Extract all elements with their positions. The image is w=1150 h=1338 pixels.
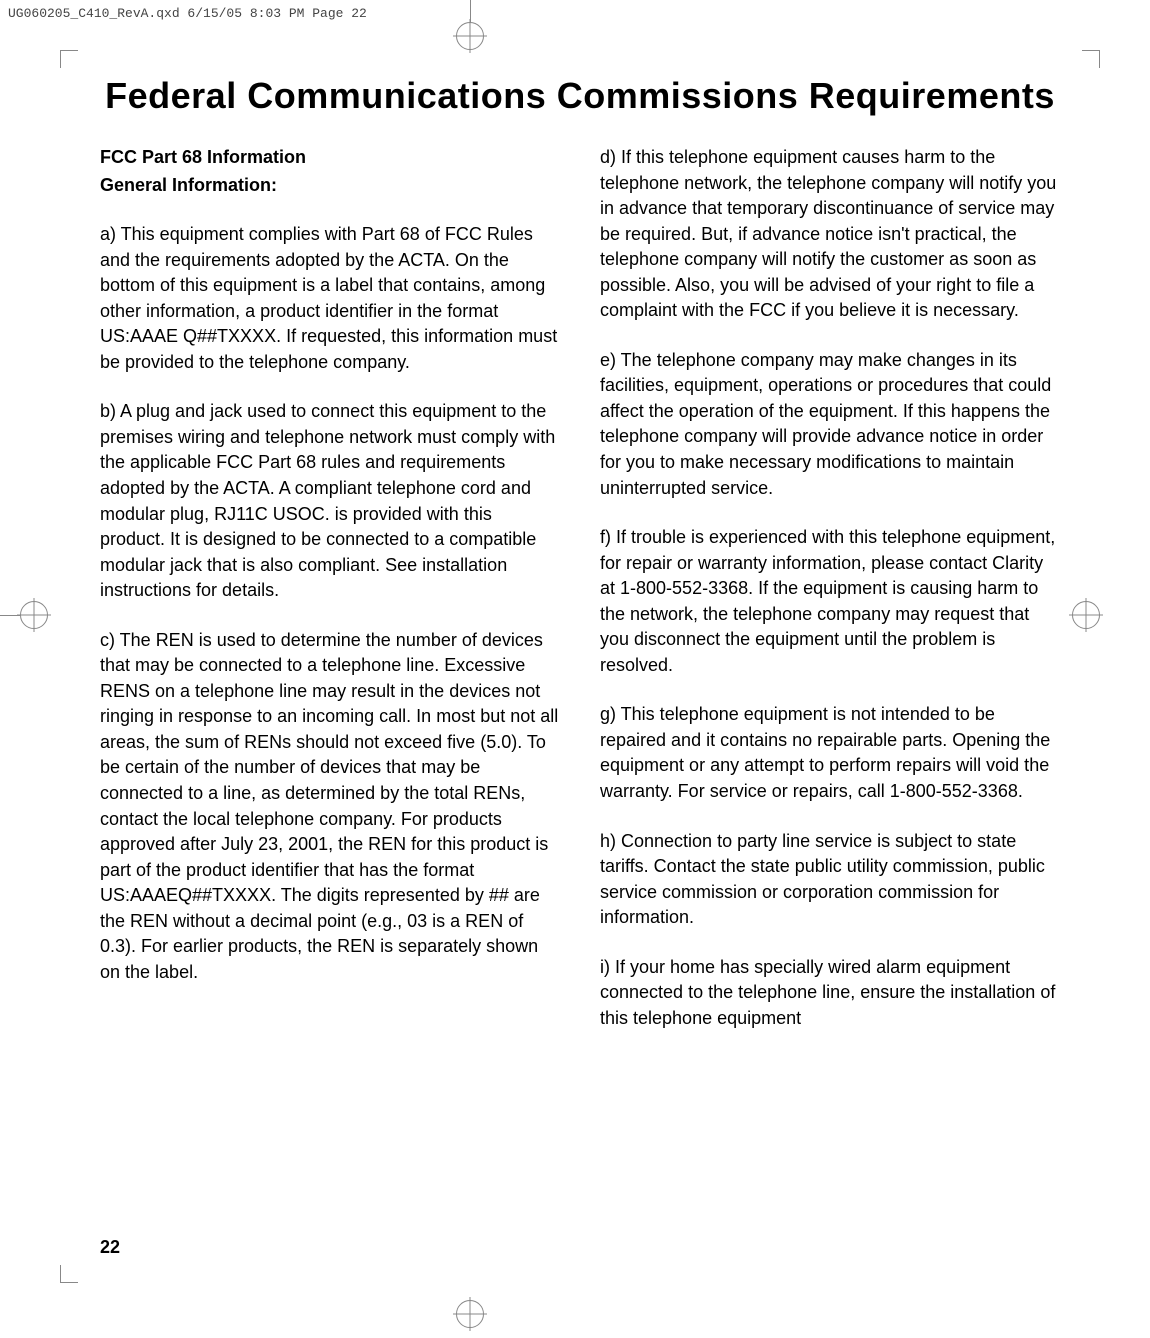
section-heading: FCC Part 68 Information [100,145,560,171]
paragraph-e: e) The telephone company may make change… [600,348,1060,501]
paragraph-b: b) A plug and jack used to connect this … [100,399,560,603]
registration-mark-icon [20,601,48,629]
crop-corner [1082,50,1100,68]
left-column: FCC Part 68 Information General Informat… [100,145,560,1055]
page-title: Federal Communications Commissions Requi… [100,75,1060,117]
paragraph-d: d) If this telephone equipment causes ha… [600,145,1060,324]
page-number: 22 [100,1237,120,1258]
file-metadata: UG060205_C410_RevA.qxd 6/15/05 8:03 PM P… [8,6,367,21]
paragraph-g: g) This telephone equipment is not inten… [600,702,1060,804]
paragraph-i: i) If your home has specially wired alar… [600,955,1060,1032]
section-heading: General Information: [100,173,560,199]
paragraph-h: h) Connection to party line service is s… [600,829,1060,931]
right-column: d) If this telephone equipment causes ha… [600,145,1060,1055]
paragraph-a: a) This equipment complies with Part 68 … [100,222,560,375]
paragraph-c: c) The REN is used to determine the numb… [100,628,560,986]
page-body: Federal Communications Commissions Requi… [100,75,1060,1055]
two-column-layout: FCC Part 68 Information General Informat… [100,145,1060,1055]
registration-mark-icon [456,22,484,50]
registration-mark-icon [1072,601,1100,629]
registration-mark-icon [456,1300,484,1328]
crop-corner [60,50,78,68]
crop-corner [60,1265,78,1283]
paragraph-f: f) If trouble is experienced with this t… [600,525,1060,678]
